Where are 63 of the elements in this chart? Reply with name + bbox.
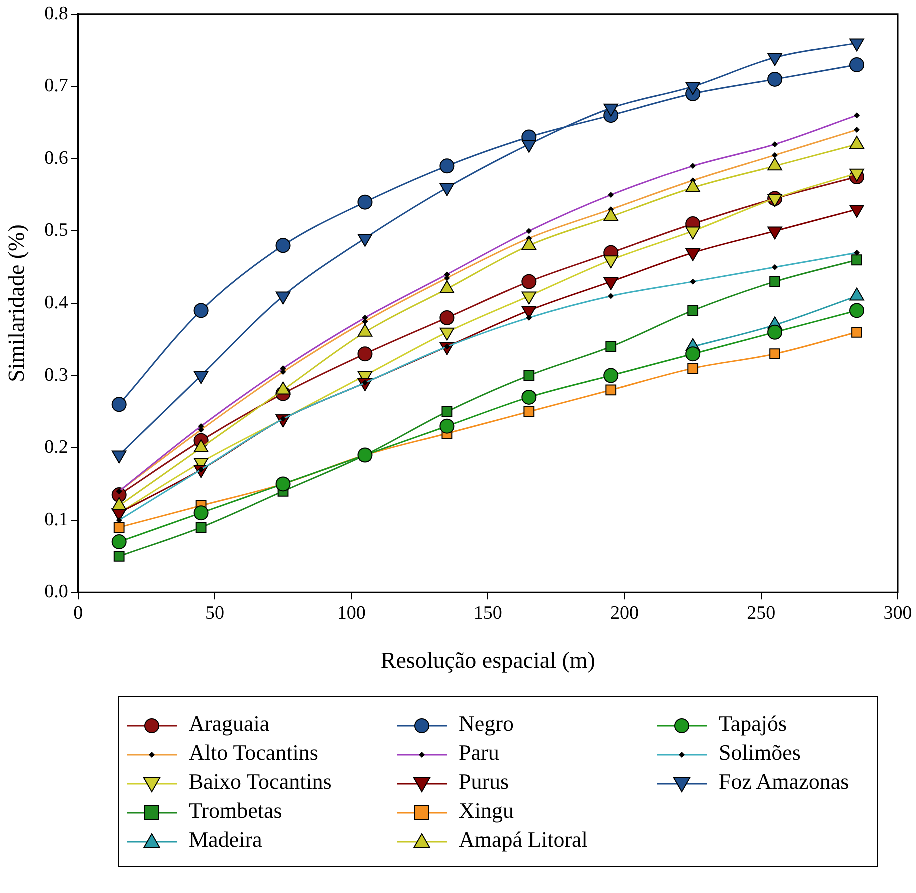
point <box>440 158 455 174</box>
point <box>604 368 619 384</box>
legend-label: Solimões <box>719 740 801 765</box>
y-tick-label: 0.7 <box>44 76 68 97</box>
x-tick-label: 100 <box>337 602 366 624</box>
point <box>114 551 125 562</box>
point <box>442 406 453 418</box>
point <box>852 326 862 338</box>
point <box>112 534 127 550</box>
legend-label: Trombetas <box>189 798 282 823</box>
point <box>524 406 535 418</box>
x-tick-label: 200 <box>610 602 640 624</box>
point <box>686 346 701 362</box>
y-tick-label: 0.0 <box>44 582 68 603</box>
point <box>850 57 865 72</box>
point <box>194 506 209 521</box>
point <box>768 324 783 340</box>
legend-label: Araguaia <box>189 711 270 736</box>
legend-label: Amapá Litoral <box>459 827 588 852</box>
y-axis-title: Similaridade (%) <box>4 224 29 382</box>
point <box>358 194 373 210</box>
point <box>768 72 783 87</box>
y-tick-label: 0.3 <box>44 364 68 386</box>
legend-label: Tapajós <box>719 711 788 736</box>
legend-label: Alto Tocantins <box>189 740 318 765</box>
y-tick-label: 0.5 <box>44 220 68 242</box>
x-tick-label: 150 <box>474 602 502 624</box>
point <box>440 418 455 434</box>
legend-label: Baixo Tocantins <box>189 769 332 794</box>
y-tick-label: 0.1 <box>44 509 68 530</box>
legend-label: Paru <box>459 740 500 765</box>
point <box>196 522 207 533</box>
x-tick-label: 250 <box>747 602 776 624</box>
x-axis-title: Resolução espacial (m) <box>380 648 596 674</box>
point <box>770 348 780 360</box>
point <box>358 346 373 362</box>
y-tick-label: 0.8 <box>44 3 68 24</box>
point <box>852 254 862 266</box>
x-tick-label: 0 <box>74 602 84 624</box>
legend-label: Negro <box>459 711 514 736</box>
point <box>606 341 617 352</box>
point <box>770 276 780 288</box>
point <box>276 238 291 254</box>
legend-label: Madeira <box>189 827 262 852</box>
legend-label: Foz Amazonas <box>719 769 850 794</box>
point <box>114 522 125 533</box>
y-tick-label: 0.2 <box>44 437 68 458</box>
point <box>112 397 127 412</box>
point <box>850 303 865 318</box>
y-tick-label: 0.6 <box>44 148 68 169</box>
legend-label: Purus <box>459 769 510 794</box>
point <box>440 310 455 326</box>
point <box>524 370 535 382</box>
point <box>688 305 699 316</box>
point <box>522 274 537 290</box>
point <box>194 303 209 318</box>
x-tick-label: 300 <box>884 602 912 624</box>
point <box>688 363 699 374</box>
legend-label: Xingu <box>459 798 514 823</box>
point <box>606 384 617 396</box>
y-tick-label: 0.4 <box>44 292 69 314</box>
x-tick-label: 50 <box>205 602 224 624</box>
point <box>522 390 537 405</box>
